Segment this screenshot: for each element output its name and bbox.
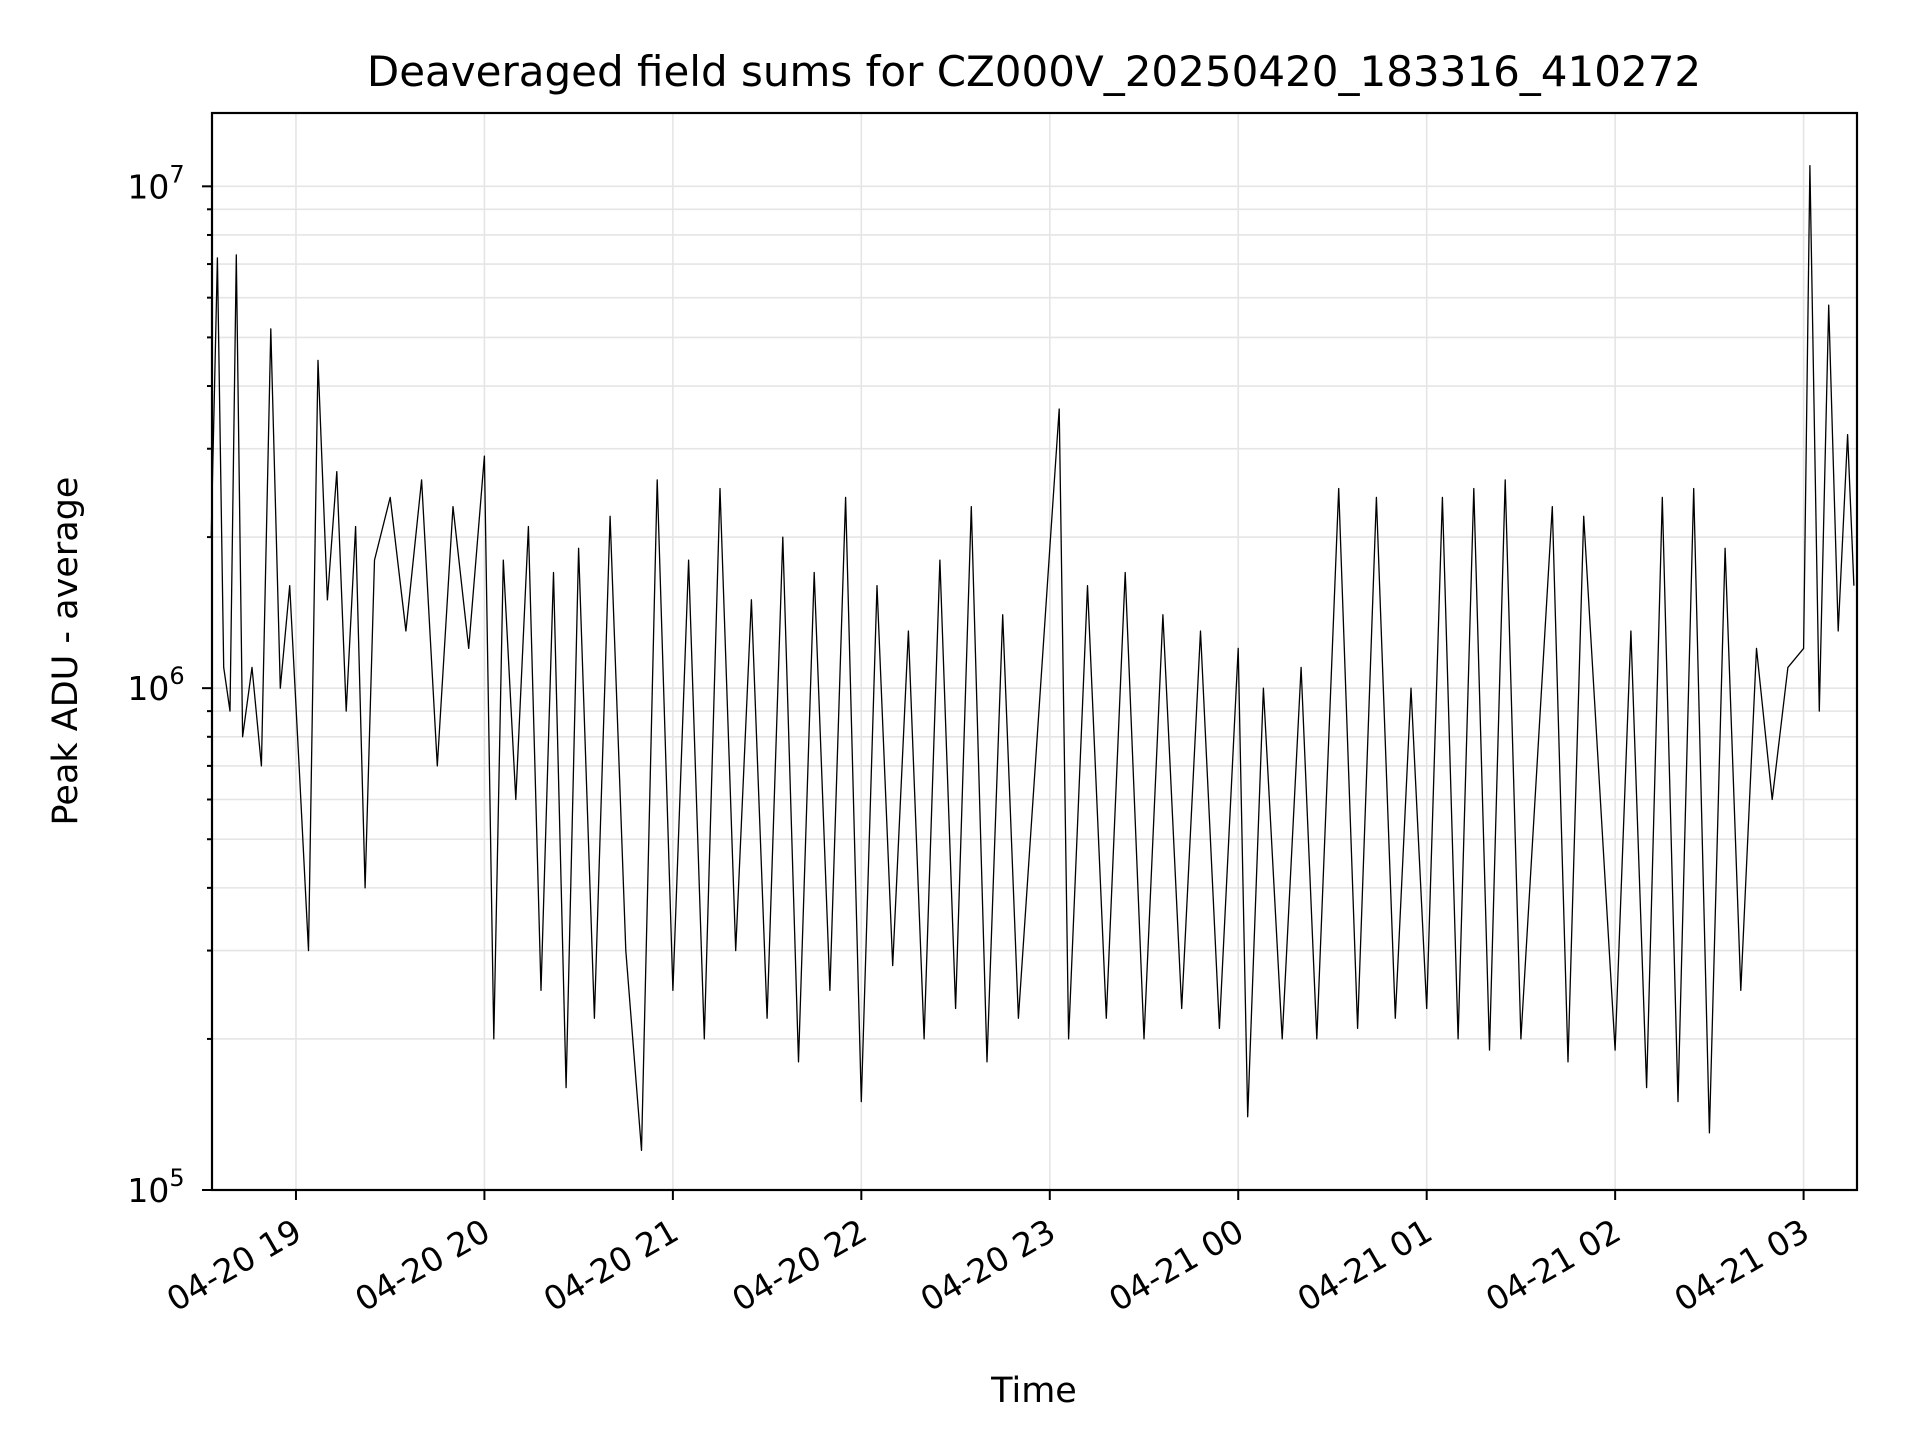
x-axis-label: Time: [990, 1371, 1077, 1411]
axis-ticks: 04-20 19 04-20 20 04-20 21 04-20 22 04-20 23…: [127, 160, 1815, 1319]
x-tick-label: 04-21 02: [1479, 1211, 1627, 1319]
grid-lines: [212, 113, 1857, 1191]
chart-title: Deaveraged field sums for CZ000V_2025042…: [367, 47, 1701, 96]
x-tick-label: 04-20 23: [914, 1211, 1062, 1319]
y-axis-label: Peak ADU - average: [46, 477, 86, 826]
y-tick-base: 10: [127, 167, 169, 206]
x-tick-label: 04-21 00: [1102, 1211, 1250, 1319]
y-tick-exponent: 5: [169, 1164, 184, 1192]
x-tick-label: 04-20 19: [160, 1211, 308, 1319]
x-tick-label: 04-20 21: [537, 1211, 685, 1319]
y-tick-label: 105: [127, 1164, 184, 1210]
y-tick-exponent: 7: [169, 160, 184, 188]
x-tick-label: 04-21 01: [1291, 1211, 1439, 1319]
y-tick-base: 10: [127, 669, 169, 708]
y-tick-exponent: 6: [169, 662, 184, 690]
y-tick-base: 10: [127, 1171, 169, 1210]
y-tick-label: 107: [127, 160, 184, 206]
plot-frame: [210, 111, 1859, 1192]
y-tick-label: 106: [127, 662, 184, 708]
x-tick-label: 04-20 22: [725, 1211, 873, 1319]
x-tick-label: 04-21 03: [1668, 1211, 1816, 1319]
series-0-line: [210, 164, 1855, 1151]
series-line: [210, 164, 1855, 1151]
x-tick-label: 04-20 20: [348, 1211, 496, 1319]
